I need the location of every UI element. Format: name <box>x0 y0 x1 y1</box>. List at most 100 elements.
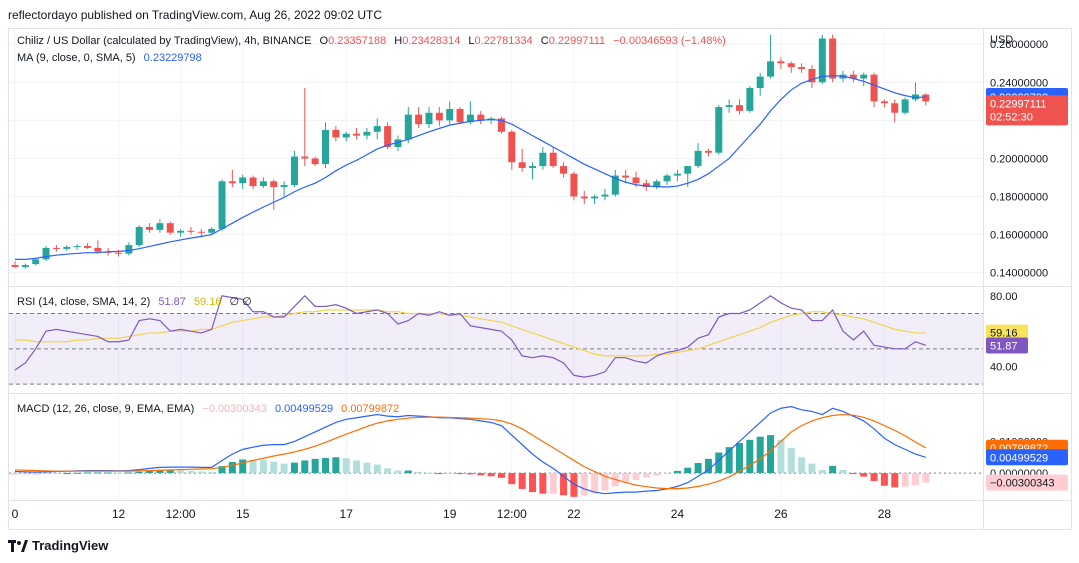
macd-histogram-bar <box>373 464 381 474</box>
candle-body <box>684 166 692 174</box>
time-tick-label: 22 <box>567 507 581 521</box>
candle-body <box>373 126 381 132</box>
macd-histogram-bar <box>477 473 485 476</box>
macd-histogram-bar <box>694 462 702 474</box>
candle-body <box>218 181 226 229</box>
chart-frame <box>8 28 1072 530</box>
macd-histogram-bar <box>870 473 878 482</box>
macd-histogram-bar <box>187 470 195 474</box>
macd-histogram-bar <box>642 473 650 478</box>
macd-histogram-bar <box>901 473 909 487</box>
tradingview-logo-icon <box>8 539 28 552</box>
macd-histogram-bar <box>249 459 257 474</box>
open-value: 0.23357188 <box>328 35 387 47</box>
currency-label: USD <box>990 34 1013 46</box>
macd-legend: MACD (12, 26, close, 9, EMA, EMA) −0.003… <box>17 403 404 415</box>
candle-body <box>404 114 412 140</box>
candle-body <box>549 152 557 167</box>
tradingview-footer[interactable]: TradingView <box>8 538 108 553</box>
candle-body <box>394 139 402 148</box>
macd-histogram-bar <box>560 473 568 496</box>
price-tick-label: 0.14000000 <box>990 268 1048 280</box>
macd-histogram-bar <box>52 473 60 475</box>
candle-body <box>642 183 650 188</box>
candle-body <box>446 108 454 121</box>
macd-histogram-bar <box>311 458 319 474</box>
macd-histogram-bar <box>166 470 174 474</box>
rsi-ma-tag <box>986 324 1028 341</box>
macd-histogram-bar <box>818 469 826 474</box>
macd-line <box>14 406 926 495</box>
candle-body <box>290 156 298 186</box>
macd-histogram-bar <box>787 447 795 474</box>
macd-histogram-bar <box>280 463 288 474</box>
macd-title: MACD (12, 26, close, 9, EMA, EMA) <box>17 403 195 415</box>
macd-histogram-bar <box>115 472 122 474</box>
candle-body <box>632 177 640 184</box>
candle-body <box>425 112 433 125</box>
macd-histogram-bar <box>487 473 495 477</box>
last-price-tag <box>986 95 1068 126</box>
macd-histogram-bar <box>756 436 764 474</box>
candle-body <box>673 173 681 176</box>
candle-body <box>777 61 785 64</box>
macd-histogram-bar <box>518 473 526 489</box>
macd-histogram-bar <box>746 439 754 474</box>
candle-body <box>653 181 661 188</box>
macd-histogram-bar <box>704 458 712 474</box>
macd-histogram-bar <box>21 473 29 475</box>
macd-histogram-bar <box>798 457 806 474</box>
macd-histogram-bar <box>156 470 164 474</box>
macd-histogram-bar <box>32 473 40 475</box>
macd-histogram-bar <box>301 460 309 474</box>
candle-body <box>353 133 361 136</box>
candle-body <box>466 114 474 123</box>
candle-body <box>622 175 630 178</box>
candle-body <box>311 158 319 165</box>
time-tick-label: 0 <box>12 507 19 521</box>
candle-body <box>52 247 60 249</box>
macd-histogram-bar <box>456 473 464 475</box>
macd-histogram-bar <box>601 473 609 491</box>
candle-body <box>901 99 909 113</box>
macd-histogram-bar <box>218 466 226 474</box>
macd-histogram-bar <box>632 473 640 481</box>
candle-body <box>94 247 102 252</box>
macd-histogram-bar <box>922 473 930 483</box>
candle-body <box>860 74 868 79</box>
macd-histogram-bar <box>860 473 868 477</box>
macd-histogram-bar <box>425 472 433 474</box>
macd-histogram-bar <box>177 470 185 474</box>
macd-histogram-bar <box>549 473 557 494</box>
candle-body <box>870 74 878 102</box>
rsi-tick-label: 40.00 <box>990 362 1018 374</box>
macd-histogram-bar <box>508 473 516 485</box>
candle-body <box>539 152 547 167</box>
macd-histogram-bar <box>63 473 71 475</box>
rsi-tag-label: 51.87 <box>990 341 1018 353</box>
macd-histogram-bar <box>290 462 298 474</box>
macd-histogram-bar <box>539 473 547 494</box>
macd-histogram-bar <box>435 473 443 475</box>
footer-brand: TradingView <box>32 538 109 553</box>
main-legend: Chiliz / US Dollar (calculated by Tradin… <box>17 35 731 47</box>
macd-histogram-bar <box>146 470 154 474</box>
macd-histogram-bar <box>197 471 205 474</box>
rsi-tag <box>986 337 1028 354</box>
macd-histogram-bar <box>415 471 423 474</box>
macd-hist-tag-label: −0.00300343 <box>990 478 1055 490</box>
candle-body <box>880 101 888 104</box>
candle-body <box>322 129 329 165</box>
macd-tag <box>986 449 1068 466</box>
candle-body <box>787 63 795 68</box>
macd-histogram-bar <box>849 473 857 475</box>
high-label: H <box>394 35 403 47</box>
macd-histogram-bar <box>11 473 19 475</box>
candle-body <box>156 223 164 230</box>
rsi-extra: ∅ ∅ <box>229 296 252 308</box>
time-tick-label: 12:00 <box>166 507 196 521</box>
publish-header: reflectordayo published on TradingView.c… <box>8 8 383 22</box>
price-tick-label: 0.18000000 <box>990 192 1048 204</box>
candle-body <box>694 150 702 167</box>
